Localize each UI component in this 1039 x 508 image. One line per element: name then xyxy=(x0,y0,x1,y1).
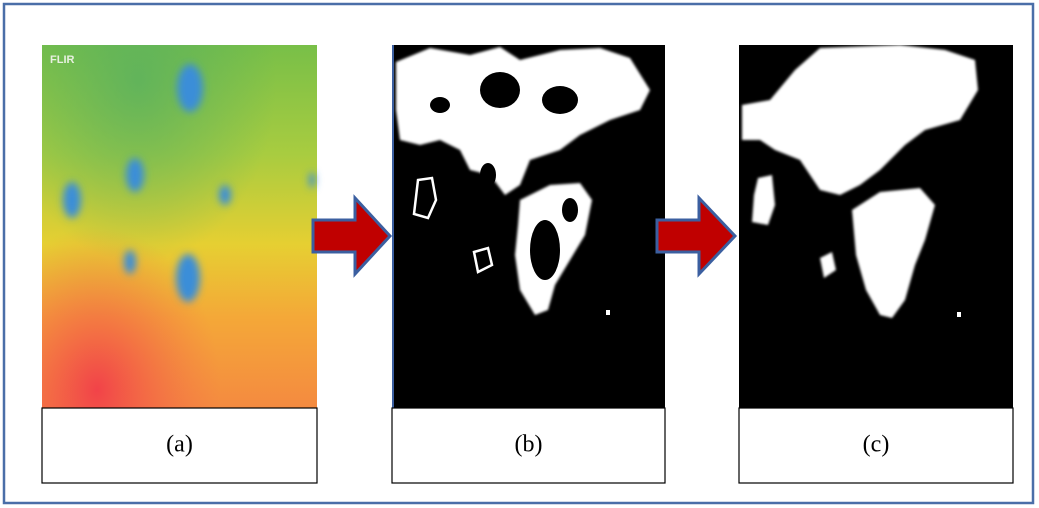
panel-label: (a) xyxy=(166,432,193,458)
hole xyxy=(430,97,450,113)
logo: FLIR xyxy=(50,54,74,66)
figure: FLIR (a) (b) xyxy=(0,0,1039,508)
thermal-image: FLIR xyxy=(42,45,317,408)
arrow xyxy=(313,198,390,274)
cold-spot xyxy=(176,254,200,302)
binary-image xyxy=(392,45,665,408)
arrow xyxy=(657,198,735,274)
speck xyxy=(957,312,961,317)
hole xyxy=(530,220,560,280)
hole xyxy=(562,198,578,222)
hole xyxy=(542,86,578,114)
panel-label: (b) xyxy=(515,432,543,458)
panel-label: (c) xyxy=(863,432,890,458)
cold-spot xyxy=(219,185,231,205)
hole xyxy=(480,163,496,187)
cold-spot xyxy=(124,250,136,274)
cold-spot xyxy=(126,158,144,192)
cold-spot xyxy=(309,172,315,188)
cold-spot xyxy=(177,64,203,112)
cleaned-image xyxy=(739,45,1013,408)
cold-spot xyxy=(63,182,81,218)
hole xyxy=(480,72,520,108)
speck xyxy=(606,310,610,315)
